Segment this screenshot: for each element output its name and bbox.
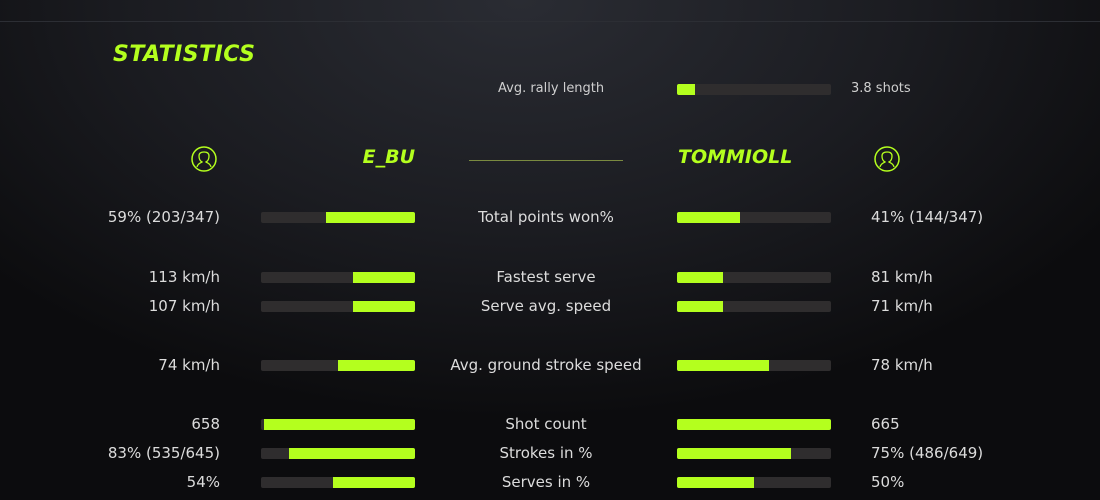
stat-label: Avg. ground stroke speed <box>450 356 642 374</box>
rally-value: 3.8 shots <box>851 81 911 96</box>
stat-left-bar-fill <box>325 212 415 223</box>
stat-label: Total points won% <box>478 208 614 226</box>
stat-left-bar <box>261 448 415 459</box>
rally-label: Avg. rally length <box>498 81 605 96</box>
stat-right-value: 78 km/h <box>871 356 933 374</box>
stat-right-bar <box>677 301 831 312</box>
stat-left-bar <box>261 272 415 283</box>
players-divider <box>469 160 623 161</box>
stat-left-bar <box>261 360 415 371</box>
stat-right-value: 75% (486/649) <box>871 444 984 462</box>
stat-right-value: 50% <box>871 473 905 491</box>
stat-left-value: 54% <box>186 473 220 491</box>
stat-right-bar-fill <box>677 448 791 459</box>
stat-right-bar <box>677 448 831 459</box>
stat-right-bar <box>677 360 831 371</box>
stat-label: Shot count <box>505 415 587 433</box>
stat-left-bar <box>261 477 415 488</box>
stat-right-bar <box>677 212 831 223</box>
player-left-name: E_BU <box>362 146 415 168</box>
stat-label: Fastest serve <box>496 268 596 286</box>
stat-left-bar-fill <box>264 419 415 430</box>
top-divider <box>0 21 1100 22</box>
stat-left-value: 74 km/h <box>158 356 220 374</box>
player-right-name: TOMMIOLL <box>678 146 793 168</box>
stat-left-value: 658 <box>191 415 220 433</box>
stat-left-bar-fill <box>338 360 415 371</box>
stat-left-bar-fill <box>333 477 415 488</box>
stat-left-bar <box>261 301 415 312</box>
stat-left-bar-fill <box>353 301 415 312</box>
page-title: STATISTICS <box>113 42 256 67</box>
stat-label: Strokes in % <box>499 444 593 462</box>
stat-right-bar <box>677 419 831 430</box>
stat-right-value: 71 km/h <box>871 297 933 315</box>
stat-right-bar-fill <box>677 360 770 371</box>
stat-right-bar-fill <box>677 272 724 283</box>
stat-left-value: 113 km/h <box>148 268 220 286</box>
stat-right-value: 665 <box>871 415 900 433</box>
stat-right-bar-fill <box>677 419 831 430</box>
user-icon <box>191 146 217 172</box>
stat-label: Serves in % <box>501 473 591 491</box>
stat-right-bar <box>677 477 831 488</box>
stat-left-value: 83% (535/645) <box>107 444 220 462</box>
stat-right-bar-fill <box>677 477 754 488</box>
stat-right-value: 41% (144/347) <box>871 208 984 226</box>
stat-right-bar-fill <box>677 212 741 223</box>
stat-left-value: 107 km/h <box>148 297 220 315</box>
stat-left-bar <box>261 419 415 430</box>
stat-right-value: 81 km/h <box>871 268 933 286</box>
stat-left-bar-fill <box>288 448 415 459</box>
stat-right-bar-fill <box>677 301 724 312</box>
user-icon <box>874 146 900 172</box>
stat-left-bar-fill <box>353 272 415 283</box>
stat-left-bar <box>261 212 415 223</box>
rally-bar <box>677 84 831 95</box>
stat-right-bar <box>677 272 831 283</box>
stat-left-value: 59% (203/347) <box>107 208 220 226</box>
stat-label: Serve avg. speed <box>480 297 612 315</box>
